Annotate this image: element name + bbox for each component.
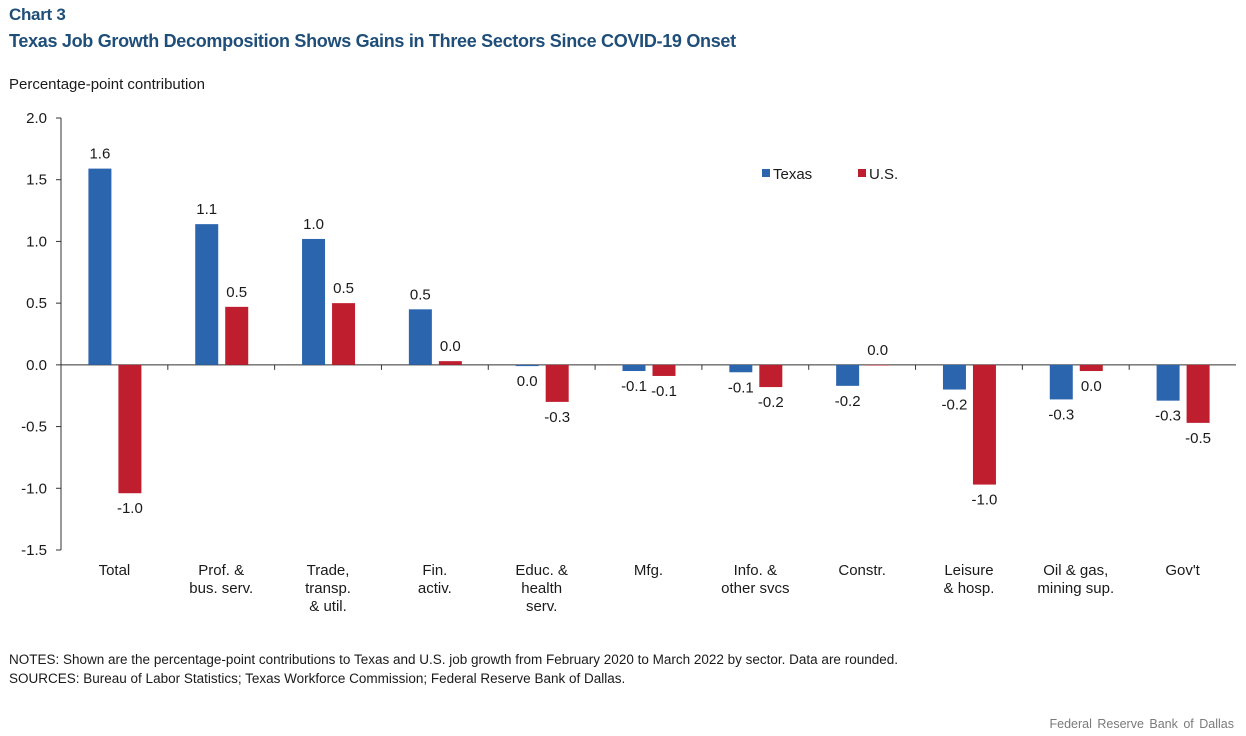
- bar-chart: 2.0 1.5 1.0 0.5 0.0 -0.5 -1.0 -1.5 1.6 -1.0 Total 1…: [21, 110, 1236, 615]
- us-bar: [1186, 364, 1210, 423]
- category-label: Mfg.: [634, 562, 663, 579]
- category-label: mining sup.: [1037, 580, 1114, 597]
- y-tick-label: -1.0: [21, 480, 47, 497]
- us-bar: [866, 364, 890, 366]
- chart-number: Chart 3: [9, 5, 66, 24]
- y-tick-label: -1.5: [21, 542, 47, 559]
- category-label: bus. serv.: [189, 580, 253, 597]
- y-tick-label: 1.5: [26, 172, 47, 189]
- texas-bar: [622, 364, 646, 372]
- us-value-label: -0.3: [544, 409, 570, 426]
- us-bar: [759, 364, 783, 388]
- us-bar: [118, 364, 142, 494]
- chart-notes: NOTES: Shown are the percentage-point co…: [9, 651, 898, 688]
- us-bar: [225, 306, 249, 365]
- category-label: Oil & gas,: [1043, 562, 1108, 579]
- legend-label-texas: Texas: [773, 166, 812, 183]
- texas-bar: [1049, 364, 1073, 400]
- us-value-label: 0.5: [333, 280, 354, 297]
- us-value-label: -1.0: [972, 492, 998, 509]
- us-bar: [545, 364, 569, 402]
- category-label: serv.: [526, 598, 557, 615]
- category-label: activ.: [418, 580, 452, 597]
- us-value-label: 0.0: [440, 338, 461, 355]
- category-label: Info. &: [734, 562, 777, 579]
- us-value-label: -0.5: [1185, 430, 1211, 447]
- sources-text: SOURCES: Bureau of Labor Statistics; Tex…: [9, 670, 626, 686]
- y-axis-label: Percentage-point contribution: [9, 76, 205, 93]
- category-label: Total: [99, 562, 131, 579]
- legend-swatch-texas: [762, 169, 770, 177]
- texas-bar: [836, 364, 860, 386]
- us-value-label: 0.0: [867, 342, 888, 359]
- texas-bar: [195, 224, 219, 365]
- us-value-label: 0.0: [1081, 378, 1102, 395]
- category-label: Trade,: [307, 562, 350, 579]
- credit-text: Federal Reserve Bank of Dallas: [1049, 717, 1234, 731]
- y-tick-label: -0.5: [21, 419, 47, 436]
- category-label: & util.: [309, 598, 347, 615]
- category-label: transp.: [305, 580, 351, 597]
- category-label: health: [521, 580, 562, 597]
- us-value-label: 0.5: [226, 284, 247, 301]
- category-label: Gov't: [1165, 562, 1200, 579]
- category-label: Prof. &: [198, 562, 244, 579]
- texas-value-label: -0.3: [1155, 408, 1181, 425]
- category-label: Constr.: [838, 562, 886, 579]
- us-bar: [438, 361, 462, 365]
- category-label: Educ. &: [515, 562, 568, 579]
- texas-value-label: 0.0: [517, 373, 538, 390]
- texas-value-label: -0.1: [728, 379, 754, 396]
- texas-bar: [729, 364, 753, 373]
- us-bar: [1079, 364, 1103, 372]
- texas-value-label: 1.0: [303, 216, 324, 233]
- us-value-label: -0.2: [758, 394, 784, 411]
- texas-bar: [302, 238, 326, 365]
- texas-bar: [1156, 364, 1180, 401]
- y-tick-label: 0.0: [26, 357, 47, 374]
- texas-bar: [88, 168, 112, 365]
- texas-bar: [408, 309, 432, 365]
- texas-value-label: 0.5: [410, 286, 431, 303]
- category-label: other svcs: [721, 580, 789, 597]
- us-bar: [652, 364, 676, 376]
- y-tick-label: 1.0: [26, 233, 47, 250]
- texas-value-label: -0.2: [835, 393, 861, 410]
- chart-title: Texas Job Growth Decomposition Shows Gai…: [9, 31, 736, 51]
- legend-swatch-us: [858, 169, 866, 177]
- category-label: & hosp.: [944, 580, 995, 597]
- texas-value-label: 1.1: [196, 201, 217, 218]
- texas-value-label: -0.2: [942, 397, 968, 414]
- category-label: Fin.: [422, 562, 447, 579]
- texas-value-label: 1.6: [89, 146, 110, 163]
- y-tick-label: 2.0: [26, 110, 47, 127]
- texas-value-label: -0.3: [1048, 406, 1074, 423]
- us-bar: [972, 364, 996, 485]
- texas-bar: [515, 364, 539, 367]
- us-value-label: -1.0: [117, 500, 143, 517]
- y-tick-label: 0.5: [26, 295, 47, 312]
- us-value-label: -0.1: [651, 383, 677, 400]
- legend-label-us: U.S.: [869, 166, 898, 183]
- texas-bar: [942, 364, 966, 390]
- category-label: Leisure: [944, 562, 993, 579]
- texas-value-label: -0.1: [621, 378, 647, 395]
- us-bar: [332, 303, 356, 365]
- notes-text: NOTES: Shown are the percentage-point co…: [9, 652, 898, 667]
